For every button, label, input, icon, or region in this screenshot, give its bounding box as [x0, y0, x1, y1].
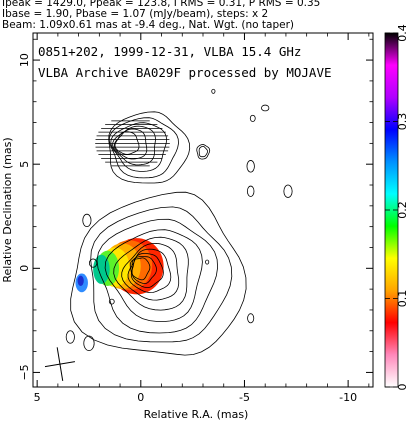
- polarization-color-layer: [75, 238, 164, 295]
- contour-line: [108, 117, 179, 179]
- x-tick-label: -10: [339, 391, 357, 404]
- contour-line: [104, 229, 203, 322]
- plot-frame: [32, 32, 374, 388]
- beam-marker: [44, 347, 76, 381]
- pol-patch: [77, 275, 84, 287]
- contour-line: [130, 253, 164, 288]
- contour-line: [70, 191, 247, 356]
- x-axis-title: Relative R.A. (mas): [144, 408, 249, 421]
- header-line-2: Ibase = 1.90, Pbase = 1.07 (mJy/beam), s…: [2, 8, 269, 20]
- noise-contour: [83, 335, 95, 351]
- contour-line: [196, 143, 211, 160]
- header-line-3: Beam: 1.09x0.61 mas at -9.4 deg., Nat. W…: [2, 19, 295, 31]
- noise-contour: [65, 330, 75, 344]
- total-intensity-contours: [70, 111, 247, 356]
- noise-contour: [246, 160, 255, 173]
- header-line-1: Ipeak = 1429.0, Ppeak = 123.8, I RMS = 0…: [2, 0, 321, 9]
- axis-ticks: 5 0 -5 -10 −5 0 5 10: [18, 33, 373, 404]
- contour-line: [127, 248, 172, 294]
- y-tick-label: −5: [18, 364, 31, 380]
- contour-line: [113, 128, 148, 160]
- x-tick-label: 5: [34, 391, 41, 404]
- noise-contour: [211, 88, 216, 94]
- colorbar-ticks: 0 0.1 0.2 0.3 0.4: [385, 24, 409, 391]
- noise-contour: [205, 259, 210, 265]
- contour-line: [198, 145, 208, 158]
- colorbar-tick-label: 0.4: [396, 24, 409, 42]
- noise-contour: [88, 258, 98, 268]
- y-tick-label: 0: [18, 265, 31, 272]
- noise-contour: [82, 213, 92, 228]
- noise-contours: [65, 88, 293, 351]
- plot-annotation-archive: VLBA Archive BA029F processed by MOJAVE: [38, 65, 332, 80]
- colorbar-tick-label: 0: [396, 384, 409, 391]
- contour-line: [108, 111, 191, 184]
- contour-line: [113, 236, 189, 311]
- noise-contour: [249, 114, 256, 122]
- noise-contour: [108, 298, 115, 305]
- noise-contour: [283, 184, 293, 198]
- x-tick-label: -5: [239, 391, 250, 404]
- contour-line: [110, 122, 168, 172]
- colorbar-tick-label: 0.3: [396, 113, 409, 131]
- noise-contour: [246, 185, 255, 197]
- noise-contour: [247, 313, 255, 324]
- y-tick-label: 10: [18, 53, 31, 67]
- plot-annotation-source: 0851+202, 1999-12-31, VLBA 15.4 GHz: [38, 44, 301, 59]
- colorbar-tick-label: 0.1: [396, 290, 409, 308]
- y-axis-title: Relative Declination (mas): [1, 137, 14, 282]
- contour-line: [90, 206, 233, 343]
- colorbar-tick-label: 0.2: [396, 201, 409, 219]
- x-tick-label: 0: [137, 391, 144, 404]
- beam-minor-axis: [44, 361, 76, 368]
- noise-contour: [261, 104, 270, 112]
- contour-line: [121, 242, 180, 301]
- contour-line: [96, 218, 219, 334]
- y-tick-label: 5: [18, 161, 31, 168]
